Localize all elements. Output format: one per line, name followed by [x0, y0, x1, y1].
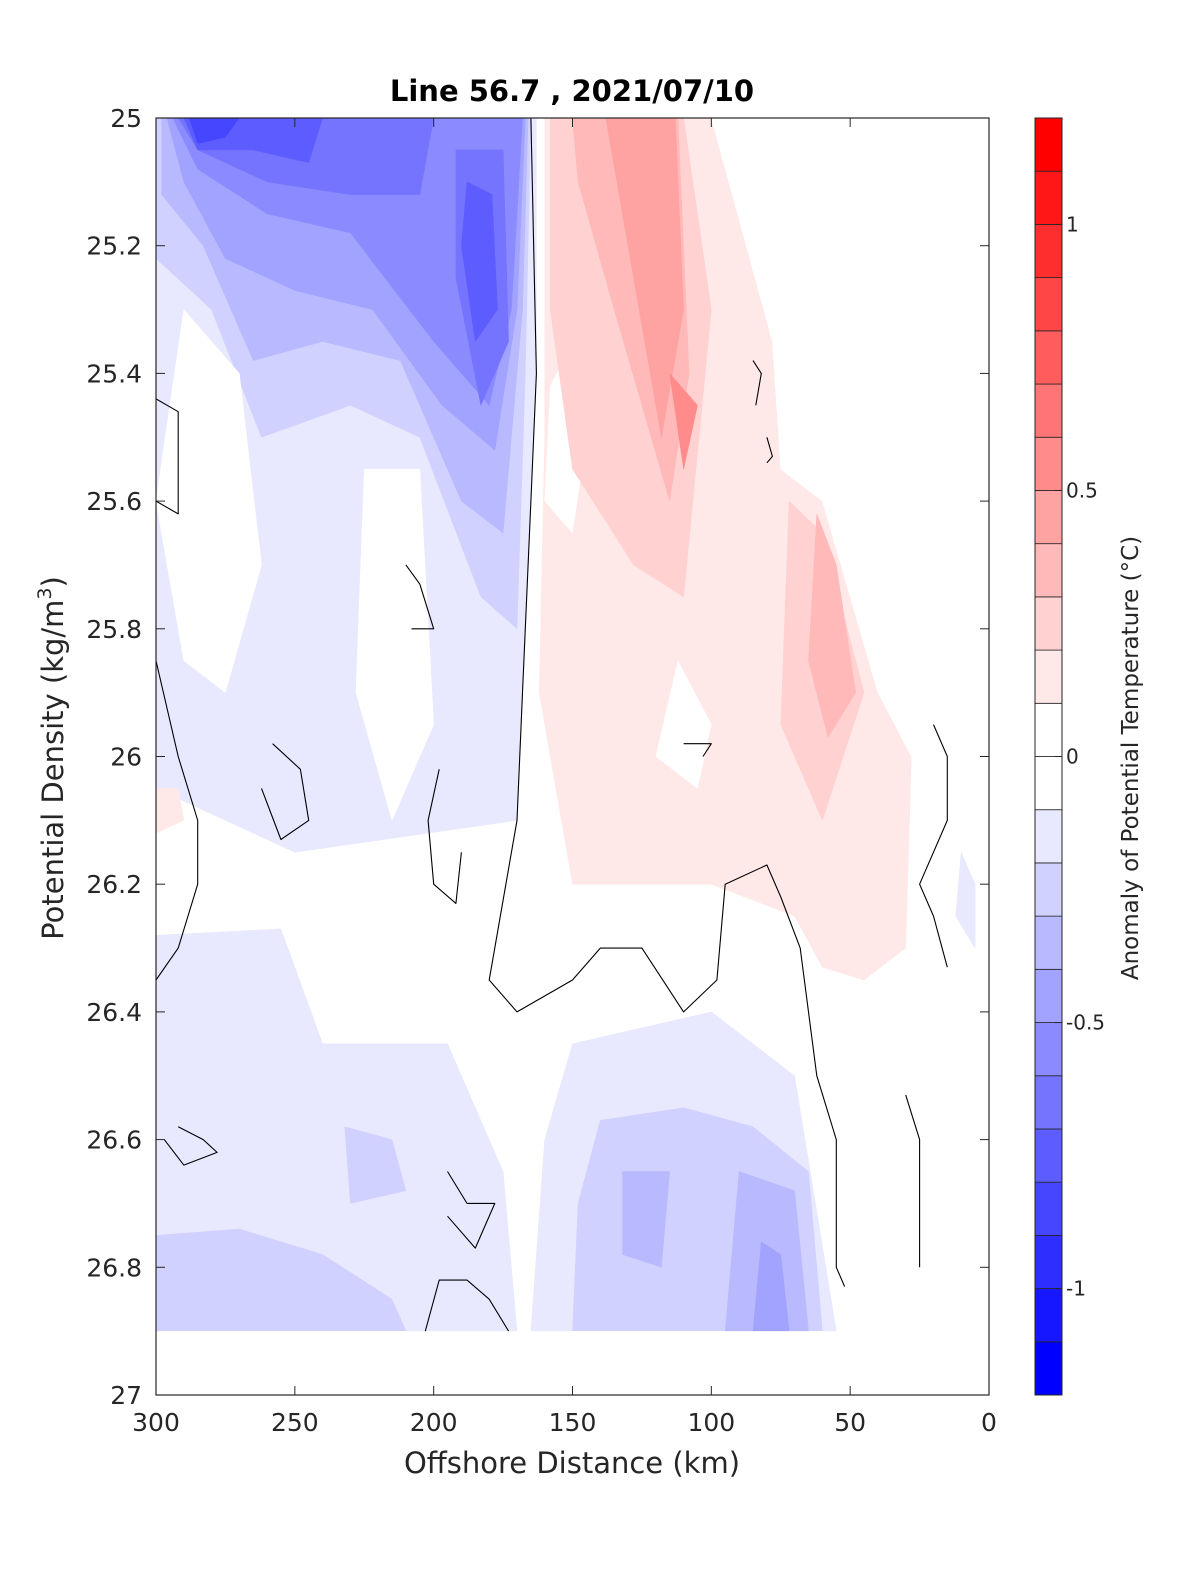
contour-region-5 [172, 118, 523, 406]
y-axis-title: Potential Density (kg/m3) [34, 576, 70, 940]
colorbar-cell-14 [1034, 596, 1063, 651]
colorbar-cell-7 [1034, 968, 1063, 1023]
y-ticks: 25 25.2 25.4 25.6 25.8 26 26.2 26.4 26.6 26.8 27 [86, 104, 989, 1410]
zero-contour-line-9 [683, 743, 712, 757]
zero-contour-line-8 [424, 1279, 510, 1332]
colorbar-tick-label: 1 [1066, 212, 1079, 236]
contour-region-18 [622, 1171, 670, 1268]
contour-region-32 [156, 1331, 989, 1395]
colorbar-cell-17 [1034, 436, 1063, 491]
y-tick-label: 26.8 [86, 1253, 142, 1282]
zero-contour-line-2 [156, 398, 179, 515]
colorbar-ticks: -1 -0.5 0 0.5 1 [1055, 212, 1105, 1301]
chart-title: Line 56.7 , 2021/07/10 [390, 74, 754, 108]
colorbar-cell-21 [1034, 224, 1063, 279]
contour-region-27 [808, 513, 856, 738]
colorbar: -1 -0.5 0 0.5 1 Anomaly of Potential Tempera… [1034, 117, 1144, 1396]
colorbar-tick-label: -1 [1066, 1277, 1086, 1301]
x-tick-label: 300 [132, 1408, 180, 1437]
y-tick-label: 27 [110, 1381, 142, 1410]
x-axis-title: Offshore Distance (km) [404, 1446, 740, 1480]
contour-region-30 [156, 788, 185, 834]
zero-contour-line-6 [163, 1126, 218, 1166]
x-ticks: 300 250 200 150 100 50 0 [132, 118, 997, 1437]
y-tick-label: 26.2 [86, 870, 142, 899]
colorbar-cell-22 [1034, 170, 1063, 225]
y-axis-title-main: Potential Density (kg/m [36, 600, 70, 940]
y-tick-label: 25.2 [86, 232, 142, 261]
contour-region-15 [156, 1228, 407, 1332]
colorbar-cell-3 [1034, 1181, 1063, 1236]
y-tick-label: 25.6 [86, 487, 142, 516]
zero-contour-line-5 [427, 769, 462, 904]
contour-region-20 [752, 1241, 790, 1332]
zero-contour-line-3 [260, 743, 310, 841]
contour-region-16 [344, 1126, 407, 1204]
colorbar-cell-23 [1034, 117, 1063, 172]
contour-region-23 [655, 660, 712, 789]
x-tick-label: 100 [687, 1408, 735, 1437]
zero-contour-line-0 [488, 118, 846, 1287]
x-tick-label: 200 [410, 1408, 458, 1437]
zero-contour-line-11 [766, 437, 773, 464]
colorbar-cell-8 [1034, 915, 1063, 970]
zero-contour-line-10 [752, 360, 762, 406]
x-tick-label: 250 [271, 1408, 319, 1437]
colorbar-tick-label: 0.5 [1066, 478, 1098, 502]
y-tick-label: 26.6 [86, 1126, 142, 1155]
contour-region-12 [355, 468, 434, 821]
colorbar-cell-13 [1034, 649, 1063, 704]
zero-contour-line-13 [905, 1094, 921, 1268]
contour-region-9 [461, 181, 498, 342]
colorbar-title: Anomaly of Potential Temperature (°C) [1118, 536, 1144, 980]
colorbar-cell-19 [1034, 330, 1063, 385]
colorbar-cell-12 [1034, 702, 1063, 757]
plot-area: 300 250 200 150 100 50 0 2525.225.425.625.8262… [86, 104, 997, 1437]
x-tick-label: 150 [549, 1408, 597, 1437]
x-tick-label: 50 [834, 1408, 866, 1437]
contour-region-11 [156, 309, 262, 693]
colorbar-cell-6 [1034, 1022, 1063, 1077]
colorbar-cell-16 [1034, 490, 1063, 545]
y-tick-label: 25 [110, 104, 142, 133]
colorbar-cell-20 [1034, 277, 1063, 332]
zero-contour-line-12 [919, 724, 948, 968]
y-tick-label: 26.4 [86, 998, 142, 1027]
colorbar-cell-0 [1034, 1341, 1063, 1396]
colorbar-cell-2 [1034, 1234, 1063, 1289]
x-tick-label: 0 [981, 1408, 997, 1437]
zero-contour-line-1 [156, 660, 199, 981]
y-tick-label: 25.4 [86, 359, 142, 388]
zero-contour-line-4 [405, 564, 435, 630]
colorbar-tick-label: 0 [1066, 745, 1079, 769]
contour-region-29 [669, 373, 698, 470]
contour-region-33 [711, 118, 989, 757]
zero-contour-layer [156, 118, 948, 1332]
y-tick-label: 26 [110, 743, 142, 772]
contour-fill-layer [156, 118, 989, 1395]
colorbar-tick-label: -0.5 [1066, 1011, 1105, 1035]
colorbar-cells [1034, 117, 1063, 1396]
contour-region-31 [955, 852, 976, 949]
zero-contour-line-7 [447, 1171, 496, 1249]
y-axis-title-close: ) [36, 576, 70, 587]
colorbar-cell-5 [1034, 1075, 1063, 1130]
y-tick-label: 25.8 [86, 615, 142, 644]
contour-region-10 [189, 118, 240, 144]
colorbar-cell-15 [1034, 543, 1063, 598]
colorbar-cell-4 [1034, 1128, 1063, 1183]
colorbar-cell-10 [1034, 809, 1063, 864]
colorbar-cell-9 [1034, 862, 1063, 917]
colorbar-cell-11 [1034, 756, 1063, 811]
y-axis-title-superscript: 3 [34, 587, 56, 599]
colorbar-cell-18 [1034, 383, 1063, 438]
contour-region-28 [605, 118, 684, 438]
colorbar-cell-1 [1034, 1288, 1063, 1343]
